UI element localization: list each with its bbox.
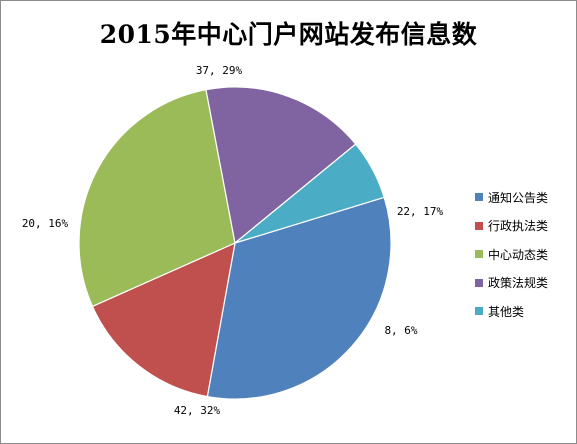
slice-qita: [234, 143, 385, 244]
legend-label: 政策法规类: [488, 276, 549, 291]
slice-zhengce-fagui: [205, 86, 357, 245]
data-label-xingzheng-zhifa: 20, 16%: [22, 217, 69, 230]
slice-xingzheng-zhifa: [91, 241, 236, 398]
legend-swatch: [475, 193, 483, 202]
data-label-zhongxin-dongtai: 37, 29%: [196, 64, 243, 77]
legend-swatch: [475, 307, 483, 316]
legend-item-qita: 其他类: [475, 297, 548, 326]
legend: 通知公告类行政执法类中心动态类政策法规类其他类: [475, 183, 548, 326]
data-label-qita: 8, 6%: [384, 324, 417, 337]
legend-label: 中心动态类: [488, 247, 549, 262]
legend-label: 通知公告类: [488, 190, 549, 205]
data-label-zhengce-fagui: 22, 17%: [397, 205, 444, 218]
data-label-tongzhi-gonggao: 42, 32%: [174, 404, 221, 417]
legend-item-zhongxin-dongtai: 中心动态类: [475, 240, 548, 269]
slice-tongzhi-gonggao: [206, 196, 392, 400]
legend-label: 其他类: [488, 304, 525, 319]
legend-item-tongzhi-gonggao: 通知公告类: [475, 183, 548, 212]
legend-swatch: [475, 221, 483, 230]
legend-swatch: [475, 278, 483, 287]
legend-swatch: [475, 250, 483, 259]
slice-zhongxin-dongtai: [78, 89, 236, 308]
legend-item-xingzheng-zhifa: 行政执法类: [475, 212, 548, 241]
chart-title: 2015年中心门户网站发布信息数: [99, 20, 478, 49]
legend-label: 行政执法类: [488, 219, 549, 234]
legend-item-zhengce-fagui: 政策法规类: [475, 269, 548, 298]
